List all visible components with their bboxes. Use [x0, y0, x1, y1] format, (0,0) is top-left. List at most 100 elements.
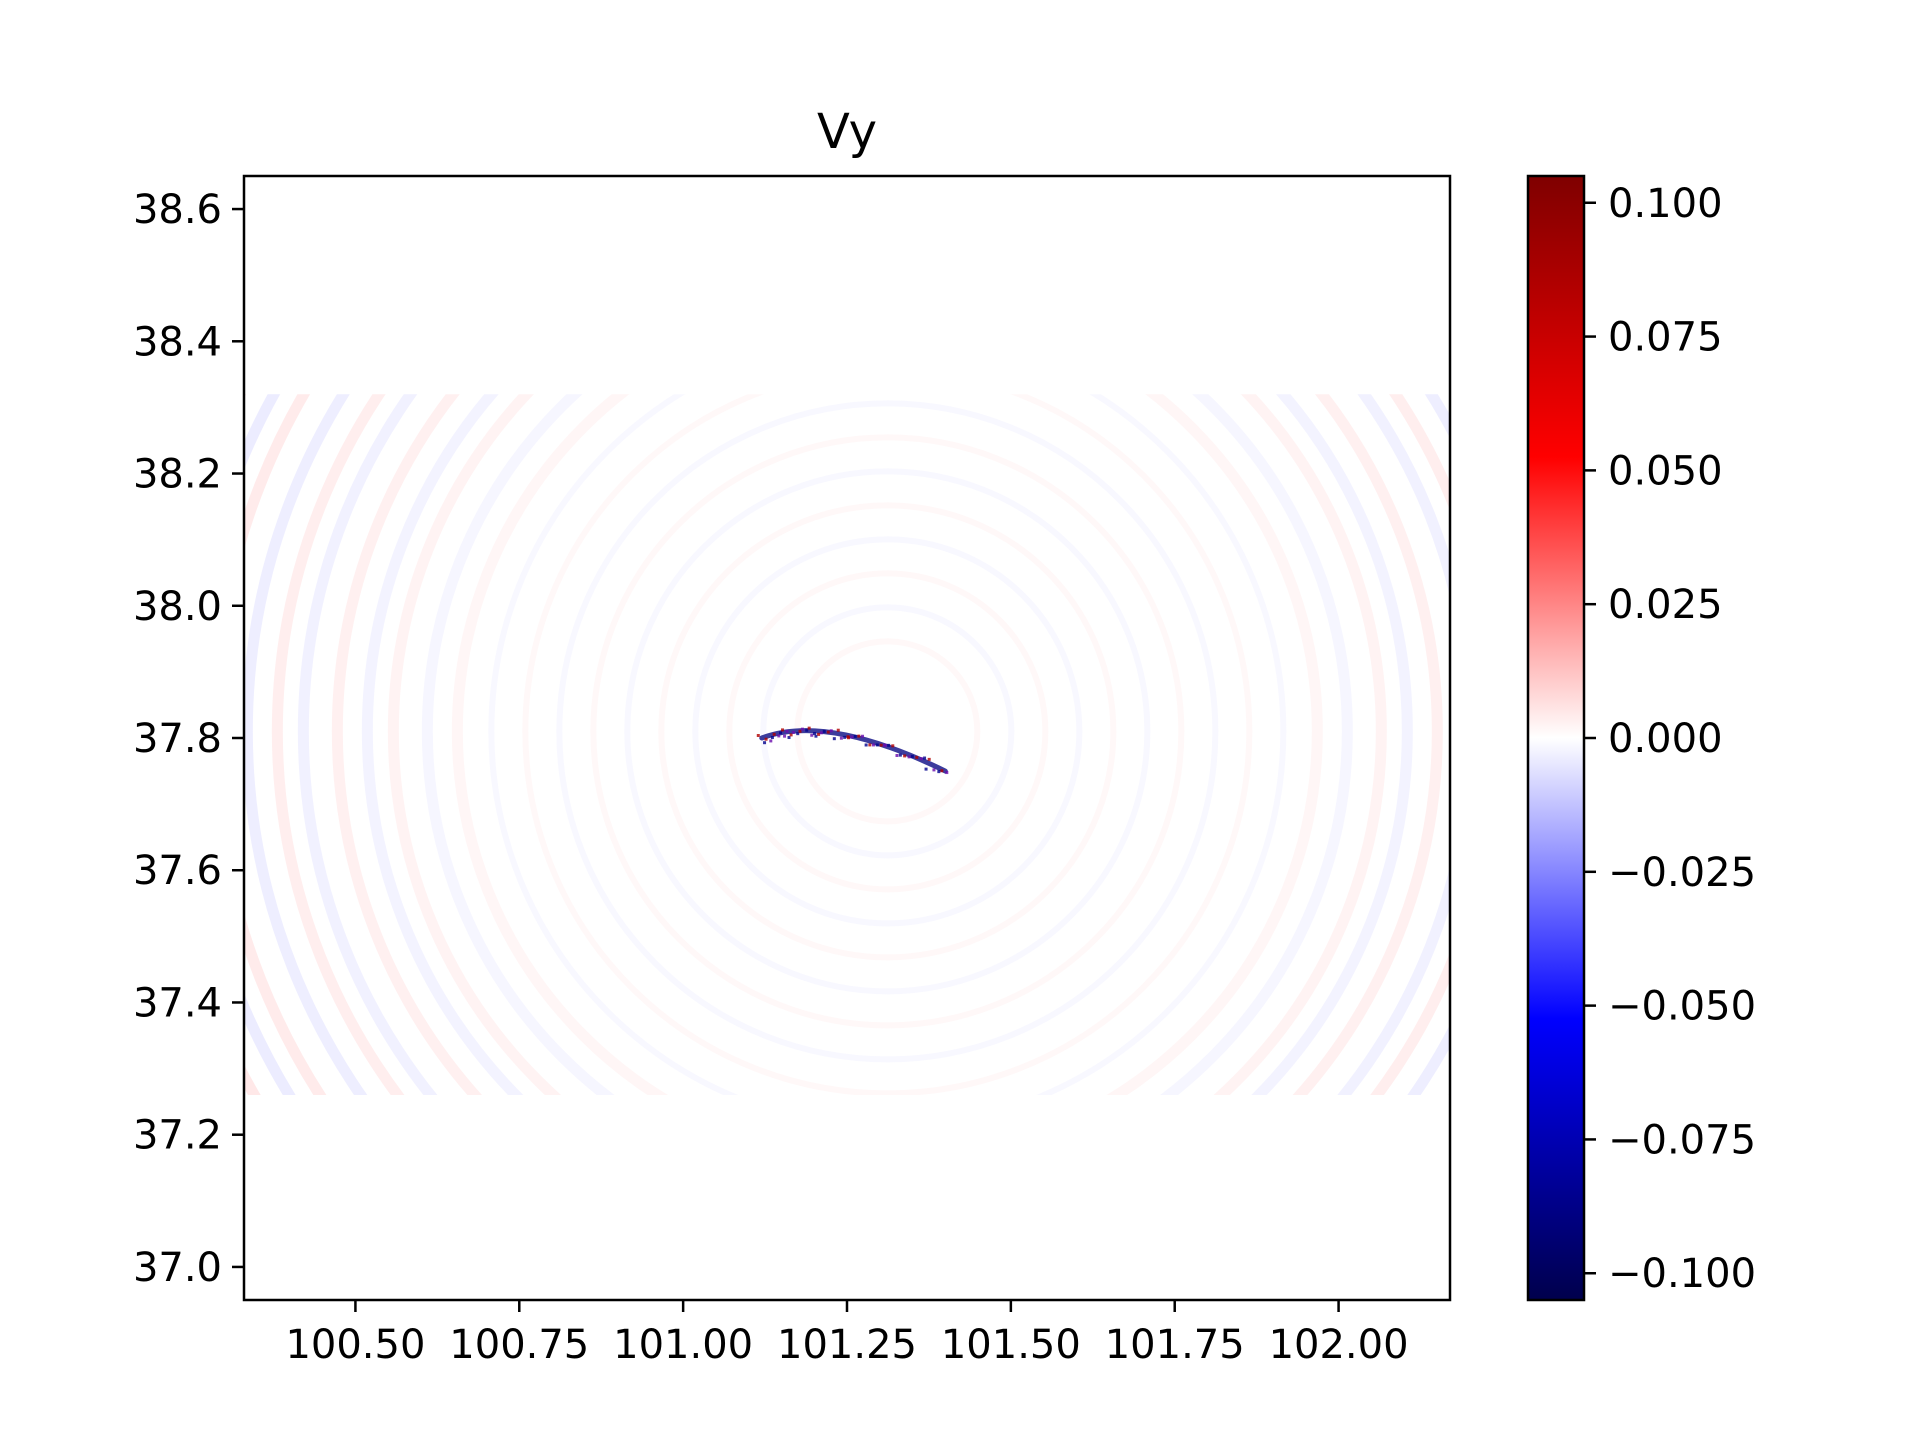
- colorbar-tick-label: −0.100: [1608, 1251, 1756, 1297]
- colorbar-gradient: [1528, 176, 1584, 1300]
- negative-wavefront: [692, 536, 1083, 927]
- rupture-speckle: [779, 731, 783, 735]
- negative-wavefront: [556, 400, 1219, 1063]
- fault-rupture-streak: [756, 726, 949, 775]
- positive-wavefront: [658, 502, 1117, 961]
- rupture-speckle: [764, 737, 768, 741]
- x-tick-label: 102.00: [1269, 1322, 1409, 1368]
- rupture-speckle: [910, 754, 914, 758]
- positive-wavefront: [522, 394, 1253, 1096]
- rupture-speckle: [789, 733, 793, 737]
- rupture-speckle: [875, 743, 879, 747]
- y-tick-label: 38.2: [133, 452, 222, 498]
- chart-title: Vy: [817, 104, 877, 160]
- rupture-speckle: [829, 729, 833, 733]
- rupture-speckle: [805, 728, 809, 732]
- rupture-speckle: [791, 730, 795, 734]
- rupture-speckle: [940, 769, 944, 773]
- rupture-speckle: [814, 734, 818, 738]
- negative-wavefront: [361, 394, 1413, 1096]
- colorbar-tick-label: 0.100: [1608, 181, 1723, 227]
- rupture-speckle: [898, 753, 902, 757]
- velocity-wavefield: [244, 394, 1450, 1096]
- rupture-speckle: [879, 743, 883, 747]
- negative-wavefront: [624, 468, 1151, 995]
- x-tick-label: 101.50: [941, 1322, 1081, 1368]
- rupture-speckle: [819, 731, 823, 735]
- positive-wavefront: [387, 394, 1387, 1096]
- rupture-speckle: [945, 771, 949, 775]
- positive-wavefront: [726, 570, 1049, 893]
- negative-wavefront: [421, 394, 1353, 1096]
- positive-wavefront: [451, 394, 1323, 1096]
- rupture-speckle: [861, 734, 865, 738]
- negative-wavefront: [488, 394, 1287, 1096]
- x-tick-label: 101.25: [777, 1322, 917, 1368]
- rupture-speckle: [770, 736, 774, 740]
- rupture-speckle: [919, 757, 923, 761]
- rupture-speckle: [785, 729, 789, 733]
- y-tick-label: 38.6: [133, 187, 222, 233]
- rupture-speckle: [932, 768, 936, 772]
- rupture-speckle: [769, 739, 773, 743]
- x-tick-label: 101.00: [613, 1322, 753, 1368]
- rupture-speckle: [907, 755, 911, 759]
- rupture-speckle: [891, 744, 895, 748]
- negative-wavefront: [244, 394, 1450, 1096]
- x-tick-label: 100.50: [285, 1322, 425, 1368]
- y-tick-label: 38.4: [133, 319, 222, 365]
- colorbar-tick-label: −0.075: [1608, 1117, 1756, 1163]
- rupture-speckle: [871, 743, 875, 747]
- rupture-speckle: [903, 754, 907, 758]
- rupture-speckle: [853, 734, 857, 738]
- y-tick-label: 38.0: [133, 584, 222, 630]
- rupture-speckle: [781, 728, 785, 732]
- rupture-speckle: [800, 727, 804, 731]
- rupture-speckle: [756, 734, 760, 737]
- rupture-speckle: [807, 726, 811, 730]
- rupture-speckle: [822, 729, 826, 733]
- rupture-speckle: [887, 743, 891, 747]
- colorbar-tick-label: 0.025: [1608, 582, 1723, 628]
- y-tick-label: 37.2: [133, 1113, 222, 1159]
- rupture-speckle: [817, 732, 821, 736]
- y-tick-label: 37.8: [133, 716, 222, 762]
- rupture-speckle: [796, 732, 800, 736]
- rupture-speckle: [850, 735, 854, 739]
- rupture-speckle: [924, 767, 928, 771]
- rupture-speckle: [923, 756, 927, 760]
- rupture-speckle: [810, 733, 814, 737]
- rupture-speckle: [812, 732, 816, 736]
- rupture-speckle: [783, 734, 787, 738]
- colorbar-tick-label: 0.050: [1608, 448, 1723, 494]
- y-tick-label: 37.6: [133, 848, 222, 894]
- positive-wavefront: [590, 434, 1185, 1029]
- colorbar-tick-label: 0.075: [1608, 315, 1723, 361]
- rupture-speckle: [772, 732, 776, 736]
- rupture-speckle: [787, 736, 791, 740]
- y-tick-label: 37.0: [133, 1245, 222, 1291]
- colorbar-tick-label: −0.050: [1608, 984, 1756, 1030]
- rupture-speckle: [839, 736, 843, 740]
- rupture-speckle: [927, 757, 931, 761]
- positive-wavefront: [332, 394, 1443, 1096]
- rupture-speckle: [868, 743, 872, 747]
- y-tick-label: 37.4: [133, 980, 222, 1026]
- x-tick-label: 101.75: [1105, 1322, 1245, 1368]
- colorbar-axis: 0.100 0.075 0.050 0.025 0.000 −0.025 −0.050 −0.…: [1584, 181, 1756, 1297]
- rupture-speckle: [763, 741, 767, 745]
- rupture-speckle: [937, 770, 941, 774]
- rupture-speckle: [798, 729, 802, 733]
- positive-wavefront: [272, 394, 1450, 1096]
- rupture-speckle: [864, 743, 868, 747]
- colorbar-tick-label: 0.000: [1608, 716, 1723, 762]
- rupture-speckle: [826, 730, 830, 734]
- colorbar-tick-label: −0.025: [1608, 850, 1756, 896]
- rupture-speckle: [843, 735, 847, 739]
- x-axis: 100.50 100.75 101.00 101.25 101.50 101.75 102.…: [285, 1300, 1409, 1368]
- rupture-speckle: [895, 754, 899, 758]
- plot-area: [244, 394, 1450, 1096]
- negative-wavefront: [298, 394, 1450, 1096]
